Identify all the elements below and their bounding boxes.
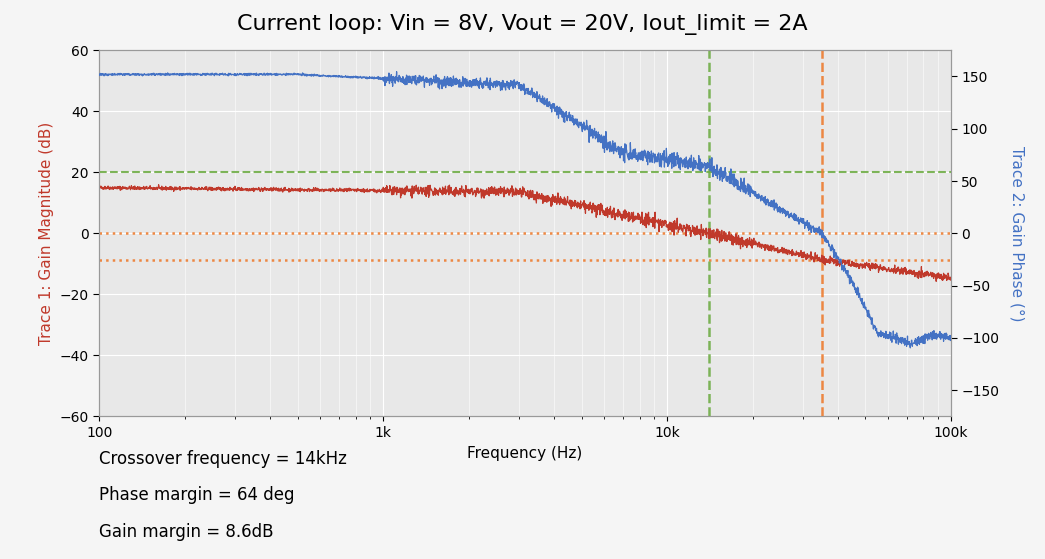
X-axis label: Frequency (Hz): Frequency (Hz) xyxy=(467,446,583,461)
Text: Gain margin = 8.6dB: Gain margin = 8.6dB xyxy=(99,523,274,541)
Y-axis label: Trace 2: Gain Phase (°): Trace 2: Gain Phase (°) xyxy=(1009,146,1024,321)
Text: Crossover frequency = 14kHz: Crossover frequency = 14kHz xyxy=(99,450,347,468)
Y-axis label: Trace 1: Gain Magnitude (dB): Trace 1: Gain Magnitude (dB) xyxy=(39,122,54,345)
Text: Current loop: Vin = 8V, Vout = 20V, Iout_limit = 2A: Current loop: Vin = 8V, Vout = 20V, Iout… xyxy=(237,14,808,35)
Text: Phase margin = 64 deg: Phase margin = 64 deg xyxy=(99,486,295,504)
